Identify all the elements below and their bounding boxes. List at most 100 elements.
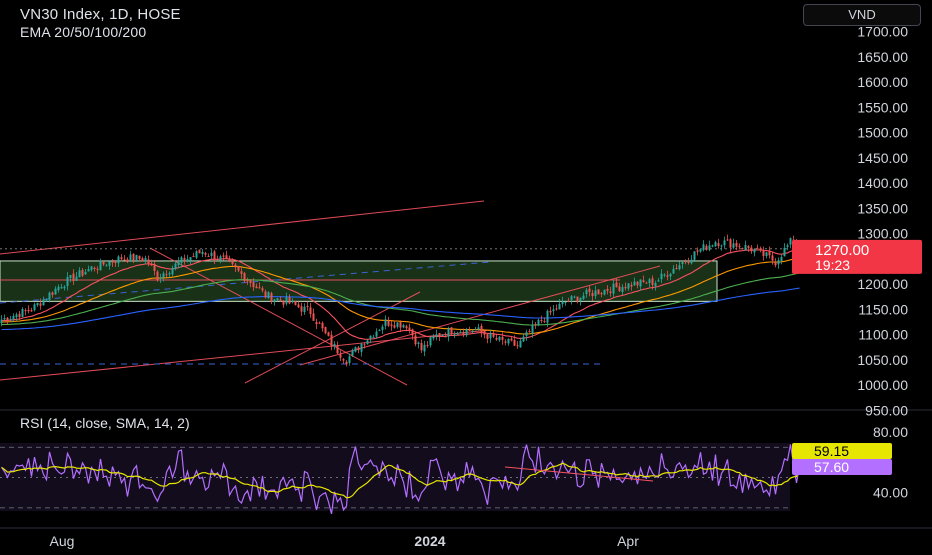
candle (258, 282, 261, 289)
candle (759, 246, 762, 253)
candle (444, 332, 447, 338)
candle-body (264, 291, 267, 298)
candle-body (417, 342, 420, 344)
candle (168, 271, 171, 278)
candle (375, 328, 378, 339)
candle (582, 292, 585, 301)
candle-body (366, 340, 369, 344)
candle-body (462, 331, 465, 335)
candle (114, 260, 117, 267)
bar-countdown: 19:23 (815, 257, 850, 273)
candle (216, 255, 219, 261)
candle-body (75, 276, 78, 281)
candle (519, 337, 522, 348)
candle (348, 353, 351, 366)
candle (195, 250, 198, 260)
candle-body (576, 296, 579, 302)
candle-body (27, 309, 30, 312)
candle-body (459, 332, 462, 334)
candle-body (192, 256, 195, 258)
candle-body (687, 261, 690, 263)
candle (60, 283, 63, 289)
candle-body (783, 247, 786, 257)
candle-body (639, 279, 642, 287)
candle-body (87, 269, 90, 272)
candle (567, 297, 570, 303)
candle-body (456, 333, 459, 335)
candle-body (789, 238, 792, 245)
candle (441, 334, 444, 336)
candle (642, 275, 645, 283)
candle-body (39, 303, 42, 306)
candle-body (597, 289, 600, 295)
candle (18, 311, 21, 320)
candle (279, 296, 282, 303)
candle-body (339, 354, 342, 358)
candle (462, 328, 465, 338)
candle (540, 315, 543, 324)
candle (492, 331, 495, 338)
candle-body (369, 335, 372, 339)
candle (528, 328, 531, 333)
candle-body (579, 297, 582, 302)
candle-body (489, 333, 492, 339)
candle-body (108, 261, 111, 266)
candle-body (171, 267, 174, 275)
candle (156, 270, 159, 282)
candle (558, 299, 561, 310)
candle-body (318, 322, 321, 324)
candle-body (414, 335, 417, 345)
candle (612, 279, 615, 298)
candle (48, 291, 51, 303)
candle (108, 259, 111, 270)
candle-body (552, 309, 555, 312)
candle (675, 264, 678, 270)
ema-100-line (1, 272, 800, 326)
candle-body (24, 310, 27, 312)
candle (723, 236, 726, 249)
currency-button[interactable]: VND (803, 4, 921, 26)
candle-body (486, 334, 489, 339)
candle (87, 265, 90, 272)
candle (573, 295, 576, 299)
candle (117, 255, 120, 268)
candle (600, 291, 603, 298)
candle-body (720, 245, 723, 247)
candle-body (12, 316, 15, 320)
candle (75, 271, 78, 282)
candle (366, 339, 369, 345)
candle-body (348, 356, 351, 364)
ema-200-line (1, 287, 800, 331)
candle-body (168, 273, 171, 275)
candle-body (396, 322, 399, 327)
candle (777, 257, 780, 269)
candle (243, 271, 246, 283)
candle (363, 342, 366, 349)
candle-body (249, 280, 252, 284)
trend-lines (0, 200, 790, 386)
candle-body (117, 256, 120, 264)
candle (474, 327, 477, 331)
support-zone-box (0, 260, 718, 302)
candle-body (528, 331, 531, 333)
candle-body (621, 287, 624, 292)
candle-body (630, 284, 633, 287)
candle-body (213, 251, 216, 260)
candle (606, 285, 609, 295)
candle (54, 286, 57, 295)
candle (147, 255, 150, 267)
candle-body (735, 242, 738, 247)
candle-body (651, 278, 654, 285)
price-tick-label: 1100.00 (858, 327, 908, 343)
rsi-line (1, 444, 801, 515)
candle (249, 279, 252, 288)
candle-body (444, 336, 447, 338)
candle-body (573, 296, 576, 298)
price-tick-label: 1450.00 (857, 150, 908, 166)
candle-body (696, 250, 699, 252)
candle (783, 243, 786, 257)
candle (174, 260, 177, 271)
candle (465, 327, 468, 338)
candle-body (78, 270, 81, 278)
